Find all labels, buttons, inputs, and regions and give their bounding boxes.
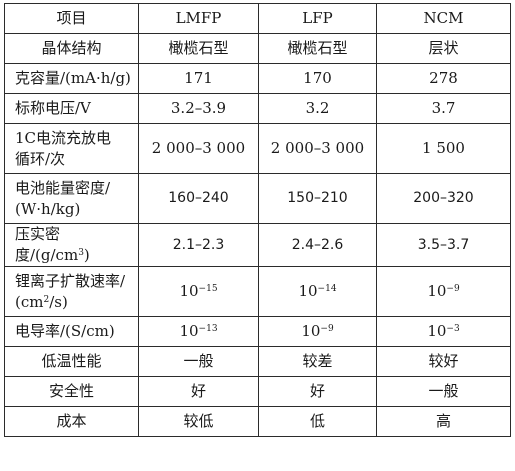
row-label: 标称电压/V — [4, 93, 139, 124]
power-base: 10 — [427, 282, 447, 300]
table-cell: 171 — [138, 63, 259, 94]
power-base: 10 — [301, 322, 321, 340]
row-label: 锂离子扩散速率/ (cm2/s) — [4, 266, 139, 317]
row-label-text: ) — [83, 246, 90, 264]
header-cell-ncm: NCM — [376, 3, 511, 34]
power-exponent: −14 — [317, 284, 337, 294]
table-cell: 3.2 — [258, 93, 377, 124]
table-cell: 一般 — [376, 376, 511, 407]
power-base: 10 — [179, 282, 199, 300]
power-exponent: −15 — [198, 284, 218, 294]
table-cell: 10−13 — [138, 316, 259, 347]
table-cell: 10−9 — [258, 316, 377, 347]
table-cell: 160–240 — [138, 173, 259, 224]
row-label: 克容量/(mA·h/g) — [4, 63, 139, 94]
table-cell: 3.7 — [376, 93, 511, 124]
row-label: 电导率/(S/cm) — [4, 316, 139, 347]
table-row: 压实密度/(g/cm3) 2.1–2.3 2.4–2.6 3.5–3.7 — [4, 223, 511, 267]
row-label: 1C电流充放电 循环/次 — [4, 123, 139, 174]
table-row: 安全性 好 好 一般 — [4, 376, 511, 407]
table-cell: 较好 — [376, 346, 511, 377]
table-cell: 170 — [258, 63, 377, 94]
table-cell: 橄榄石型 — [258, 33, 377, 64]
header-cell-lfp: LFP — [258, 3, 377, 34]
power-exponent: −9 — [320, 324, 334, 334]
table-cell: 2.1–2.3 — [138, 223, 259, 267]
table-row: 克容量/(mA·h/g) 171 170 278 — [4, 63, 511, 94]
table-cell: 150–210 — [258, 173, 377, 224]
power-exponent: −3 — [446, 324, 460, 334]
row-label-line: 电池能量密度/ — [15, 178, 111, 197]
table-cell: 1 500 — [376, 123, 511, 174]
row-label: 低温性能 — [4, 346, 139, 377]
table-cell: 层状 — [376, 33, 511, 64]
power-base: 10 — [427, 322, 447, 340]
table-cell: 3.5–3.7 — [376, 223, 511, 267]
row-label: 电池能量密度/ (W·h/kg) — [4, 173, 139, 224]
table-cell: 好 — [138, 376, 259, 407]
comparison-table-container: 项目 LMFP LFP NCM 晶体结构 橄榄石型 橄榄石型 层状 克容量/(m… — [4, 3, 511, 437]
cathode-comparison-table: 项目 LMFP LFP NCM 晶体结构 橄榄石型 橄榄石型 层状 克容量/(m… — [4, 3, 511, 437]
table-cell: 278 — [376, 63, 511, 94]
table-cell: 10−9 — [376, 266, 511, 317]
row-label-line: (cm2/s) — [15, 292, 134, 313]
table-cell: 橄榄石型 — [138, 33, 259, 64]
row-label-text: /s) — [49, 292, 68, 311]
table-row: 电导率/(S/cm) 10−13 10−9 10−3 — [4, 316, 511, 347]
power-exponent: −13 — [198, 324, 218, 334]
row-label-line: 1C电流充放电 — [15, 128, 112, 147]
header-cell-lmfp: LMFP — [138, 3, 259, 34]
row-label: 晶体结构 — [4, 33, 139, 64]
superscript: 2 — [43, 294, 50, 305]
row-label-line: 循环/次 — [15, 149, 66, 168]
table-row: 成本 较低 低 高 — [4, 406, 511, 437]
row-label: 压实密度/(g/cm3) — [4, 223, 139, 267]
table-cell: 2.4–2.6 — [258, 223, 377, 267]
table-row: 锂离子扩散速率/ (cm2/s) 10−15 10−14 10−9 — [4, 266, 511, 317]
table-cell: 10−3 — [376, 316, 511, 347]
superscript: 3 — [78, 248, 84, 258]
header-cell-item: 项目 — [4, 3, 139, 34]
table-cell: 10−15 — [138, 266, 259, 317]
power-exponent: −9 — [446, 284, 460, 294]
header-row: 项目 LMFP LFP NCM — [4, 3, 511, 34]
table-cell: 2 000–3 000 — [258, 123, 377, 174]
power-base: 10 — [179, 322, 199, 340]
table-cell: 低 — [258, 406, 377, 437]
table-cell: 2 000–3 000 — [138, 123, 259, 174]
table-cell: 较低 — [138, 406, 259, 437]
table-row: 标称电压/V 3.2–3.9 3.2 3.7 — [4, 93, 511, 124]
row-label-line: 锂离子扩散速率/ — [15, 271, 126, 290]
row-label-text: 压实密度/(g/cm — [15, 225, 79, 264]
table-row: 低温性能 一般 较差 较好 — [4, 346, 511, 377]
table-cell: 3.2–3.9 — [138, 93, 259, 124]
row-label: 安全性 — [4, 376, 139, 407]
table-cell: 好 — [258, 376, 377, 407]
row-label: 成本 — [4, 406, 139, 437]
table-row: 电池能量密度/ (W·h/kg) 160–240 150–210 200–320 — [4, 173, 511, 224]
power-base: 10 — [298, 282, 318, 300]
table-cell: 200–320 — [376, 173, 511, 224]
row-label-line: (W·h/kg) — [15, 199, 81, 218]
row-label-text: (cm — [15, 292, 44, 311]
table-cell: 一般 — [138, 346, 259, 377]
table-cell: 10−14 — [258, 266, 377, 317]
table-cell: 高 — [376, 406, 511, 437]
table-row: 1C电流充放电 循环/次 2 000–3 000 2 000–3 000 1 5… — [4, 123, 511, 174]
table-row: 晶体结构 橄榄石型 橄榄石型 层状 — [4, 33, 511, 64]
table-cell: 较差 — [258, 346, 377, 377]
